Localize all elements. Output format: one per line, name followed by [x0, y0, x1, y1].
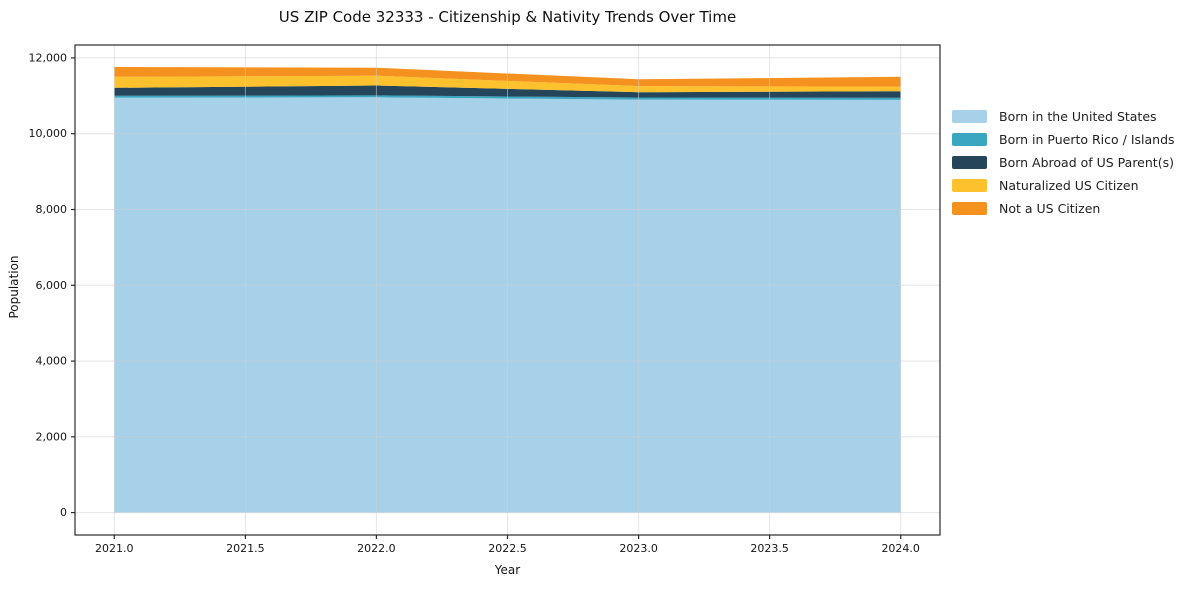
chart-title: US ZIP Code 32333 - Citizenship & Nativi…	[278, 8, 737, 26]
legend-item-born-abroad-of-us-parent-s: Born Abroad of US Parent(s)	[952, 151, 1175, 174]
legend-swatch	[952, 133, 987, 146]
x-tick-label: 2021.0	[95, 542, 134, 555]
x-tick-label: 2022.5	[488, 542, 527, 555]
legend: Born in the United States Born in Puerto …	[952, 105, 1175, 220]
legend-label: Not a US Citizen	[999, 201, 1101, 216]
legend-swatch	[952, 179, 987, 192]
legend-swatch	[952, 202, 987, 215]
legend-label: Born Abroad of US Parent(s)	[999, 155, 1174, 170]
x-tick-label: 2022.0	[357, 542, 396, 555]
legend-item-naturalized-us-citizen: Naturalized US Citizen	[952, 174, 1175, 197]
legend-label: Born in the United States	[999, 109, 1157, 124]
y-tick-label: 8,000	[36, 203, 68, 216]
y-axis-label: Population	[7, 255, 21, 319]
legend-label: Naturalized US Citizen	[999, 178, 1139, 193]
legend-item-not-a-us-citizen: Not a US Citizen	[952, 197, 1175, 220]
y-tick-label: 12,000	[29, 51, 68, 64]
y-tick-label: 6,000	[36, 279, 68, 292]
legend-swatch	[952, 110, 987, 123]
x-tick-label: 2023.5	[750, 542, 789, 555]
y-tick-label: 4,000	[36, 355, 68, 368]
y-tick-label: 2,000	[36, 430, 68, 443]
x-tick-label: 2024.0	[881, 542, 920, 555]
x-axis-label: Year	[494, 563, 521, 577]
legend-swatch	[952, 156, 987, 169]
y-tick-label: 0	[60, 506, 67, 519]
y-tick-label: 10,000	[29, 127, 68, 140]
legend-item-born-in-puerto-rico-islands: Born in Puerto Rico / Islands	[952, 128, 1175, 151]
x-tick-label: 2023.0	[619, 542, 658, 555]
x-tick-label: 2021.5	[226, 542, 265, 555]
legend-item-born-in-the-united-states: Born in the United States	[952, 105, 1175, 128]
legend-label: Born in Puerto Rico / Islands	[999, 132, 1175, 147]
